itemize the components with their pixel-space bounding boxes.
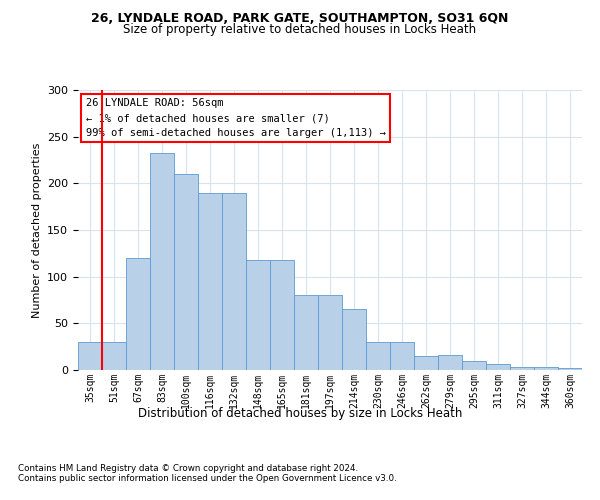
Bar [366, 342, 390, 370]
Text: 26, LYNDALE ROAD, PARK GATE, SOUTHAMPTON, SO31 6QN: 26, LYNDALE ROAD, PARK GATE, SOUTHAMPTON… [91, 12, 509, 26]
Bar [246, 260, 270, 370]
Y-axis label: Number of detached properties: Number of detached properties [32, 142, 41, 318]
Bar [126, 258, 150, 370]
Bar [78, 342, 102, 370]
Text: 26 LYNDALE ROAD: 56sqm
← 1% of detached houses are smaller (7)
99% of semi-detac: 26 LYNDALE ROAD: 56sqm ← 1% of detached … [86, 98, 386, 138]
Bar [414, 356, 438, 370]
Bar [174, 174, 198, 370]
Bar [534, 367, 558, 370]
Text: Contains public sector information licensed under the Open Government Licence v3: Contains public sector information licen… [18, 474, 397, 483]
Bar [510, 367, 534, 370]
Bar [150, 154, 174, 370]
Bar [270, 260, 294, 370]
Bar [462, 360, 486, 370]
Bar [438, 355, 462, 370]
Bar [198, 192, 222, 370]
Bar [390, 342, 414, 370]
Bar [102, 342, 126, 370]
Text: Distribution of detached houses by size in Locks Heath: Distribution of detached houses by size … [138, 408, 462, 420]
Bar [558, 368, 582, 370]
Bar [294, 296, 318, 370]
Bar [222, 192, 246, 370]
Bar [342, 310, 366, 370]
Bar [486, 364, 510, 370]
Text: Size of property relative to detached houses in Locks Heath: Size of property relative to detached ho… [124, 22, 476, 36]
Bar [318, 296, 342, 370]
Text: Contains HM Land Registry data © Crown copyright and database right 2024.: Contains HM Land Registry data © Crown c… [18, 464, 358, 473]
